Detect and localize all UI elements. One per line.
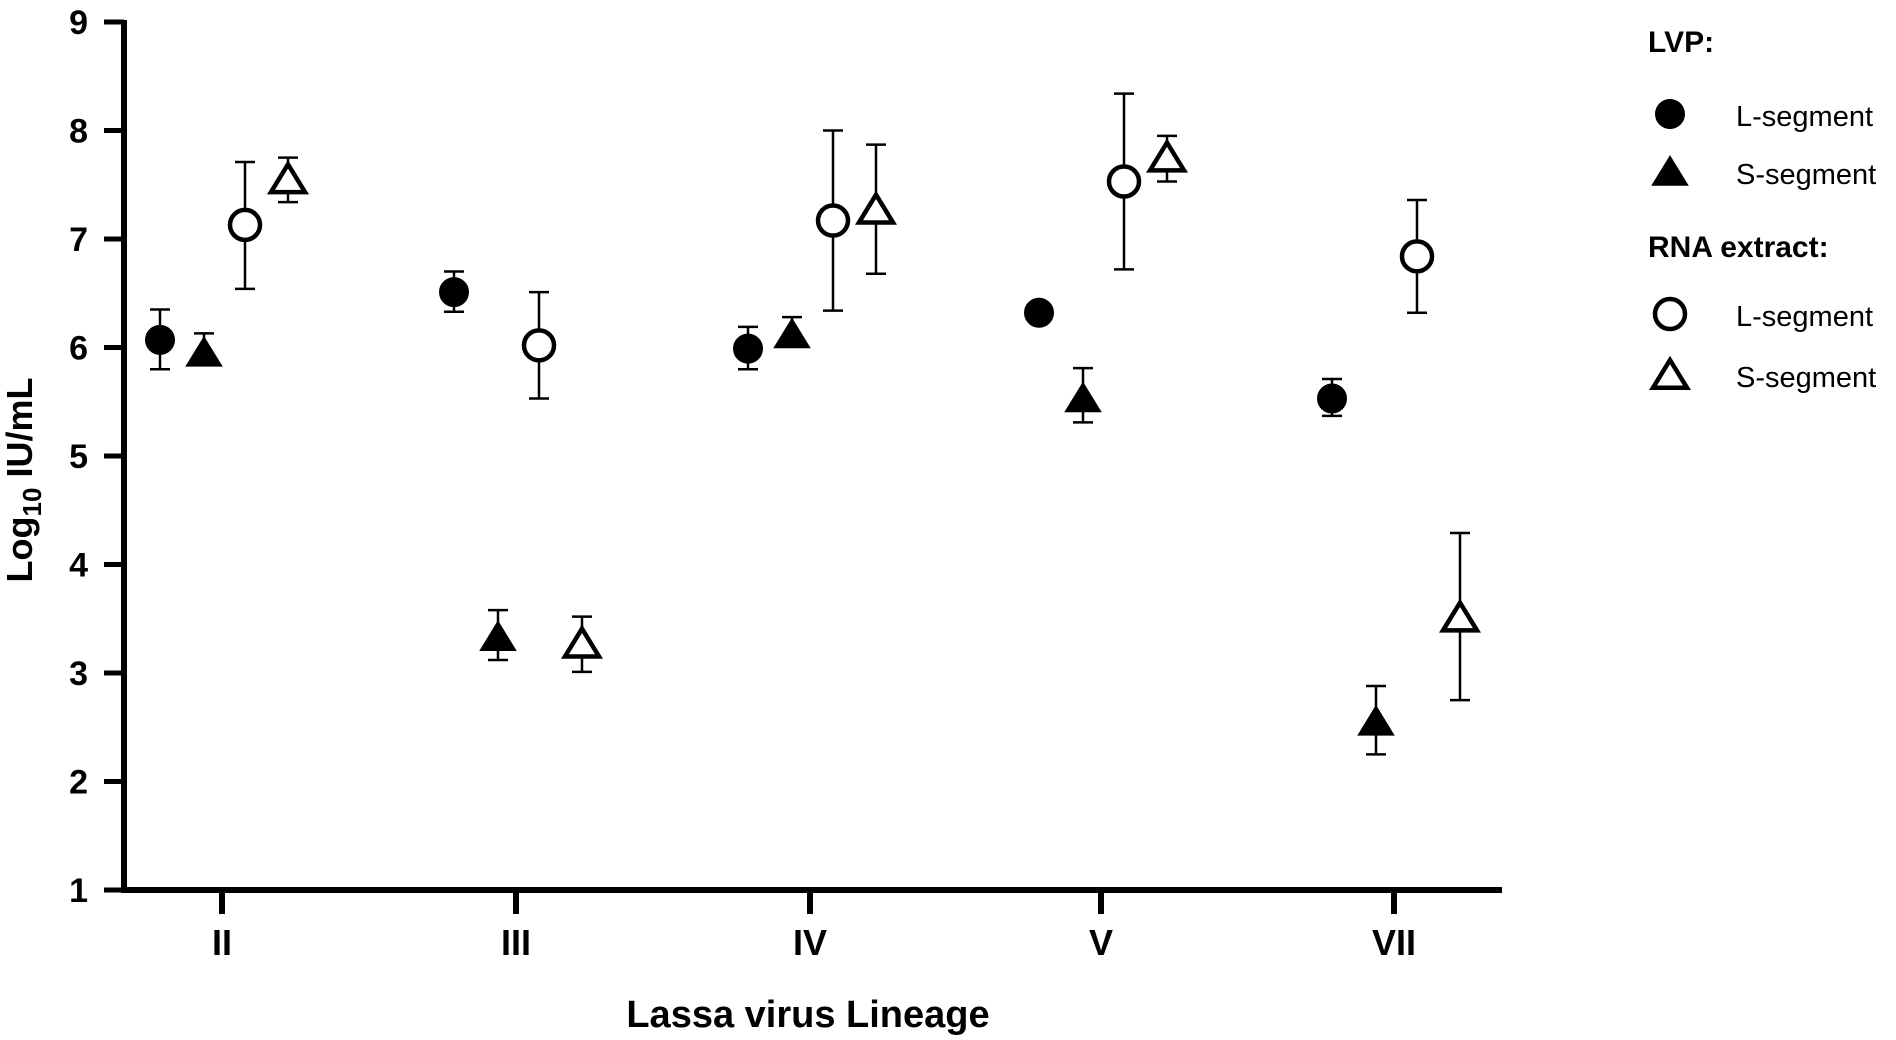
data-point <box>479 620 517 651</box>
data-point <box>439 277 469 308</box>
y-tick-label: 5 <box>69 438 88 476</box>
y-tick-label: 8 <box>69 113 88 151</box>
y-tick-label: 7 <box>69 221 88 259</box>
data-point <box>227 207 263 243</box>
legend-label: S-segment <box>1736 362 1876 394</box>
data-point <box>521 328 557 363</box>
x-tick-label: VII <box>1372 922 1416 963</box>
x-tick-label: IV <box>793 922 827 963</box>
data-point <box>145 324 175 355</box>
x-axis-title: Lassa virus Lineage <box>626 994 989 1036</box>
y-axis-title: Log10 IU/mL <box>0 378 47 583</box>
legend-marker <box>1648 355 1692 390</box>
y-tick-label: 2 <box>69 764 88 802</box>
x-tick-label: III <box>501 922 531 963</box>
legend-marker <box>1651 155 1689 186</box>
data-point <box>733 333 763 364</box>
data-point <box>560 624 604 659</box>
data-point <box>1106 164 1142 199</box>
legend-group-title: RNA extract: <box>1648 231 1829 264</box>
data-point <box>266 160 310 195</box>
data-point <box>1399 239 1435 274</box>
data-point <box>1357 704 1395 736</box>
legend-group-title: LVP: <box>1648 26 1714 59</box>
data-point <box>773 317 811 349</box>
data-point <box>1145 138 1189 173</box>
y-tick-label: 6 <box>69 330 88 368</box>
data-point <box>185 336 223 367</box>
x-tick-label: II <box>212 922 232 963</box>
legend-label: L-segment <box>1736 301 1873 333</box>
legend-label: L-segment <box>1736 101 1873 133</box>
y-tick-label: 4 <box>69 547 88 585</box>
legend-marker <box>1655 99 1685 129</box>
data-point <box>1317 383 1347 414</box>
legend: LVP: L-segment S-segment RNA extract: L-segm… <box>1648 26 1876 394</box>
y-tick-label: 9 <box>69 4 88 42</box>
legend-label: S-segment <box>1736 159 1876 191</box>
data-point <box>1024 297 1054 328</box>
data-point <box>1064 381 1102 413</box>
legend-marker <box>1652 296 1688 332</box>
x-tick-label: V <box>1089 922 1113 963</box>
data-point <box>815 203 851 238</box>
y-tick-label: 3 <box>69 655 88 693</box>
y-tick-label: 1 <box>69 872 88 910</box>
data-point <box>854 190 898 225</box>
data-points <box>145 92 1482 756</box>
data-point <box>1438 598 1482 633</box>
